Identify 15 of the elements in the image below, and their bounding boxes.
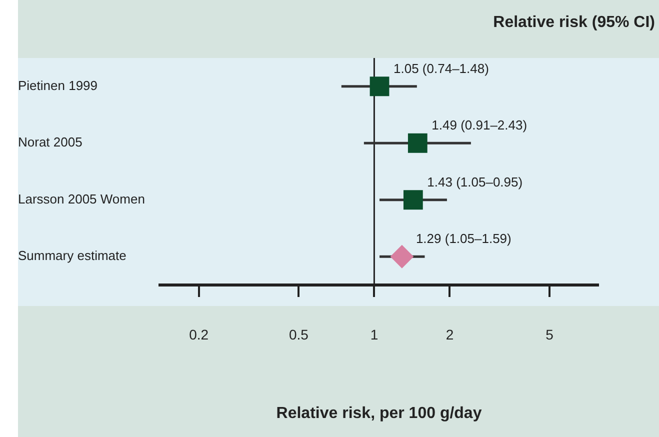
y-tick-label: Pietinen 1999 <box>18 78 98 93</box>
x-axis-title: Relative risk, per 100 g/day <box>276 404 482 422</box>
x-tick-label: 0.5 <box>288 326 309 342</box>
x-tick-label: 0.2 <box>189 326 209 342</box>
data-label: 1.49 (0.91–2.43) <box>432 118 528 133</box>
data-label: 1.29 (1.05–1.59) <box>416 231 512 246</box>
y-tick-label: Norat 2005 <box>18 134 82 150</box>
x-tick-label: 5 <box>546 326 554 342</box>
data-label: 1.05 (0.74–1.48) <box>394 60 489 76</box>
text: Relative risk (95% CI) <box>493 14 655 32</box>
data-label: 1.43 (1.05–0.95) <box>427 174 523 190</box>
x-tick-label: 1 <box>370 326 378 342</box>
x-tick-label: 2 <box>446 326 454 342</box>
y-tick-label: Summary estimate <box>18 248 126 264</box>
y-tick-label: Larsson 2005 Women <box>18 191 145 206</box>
